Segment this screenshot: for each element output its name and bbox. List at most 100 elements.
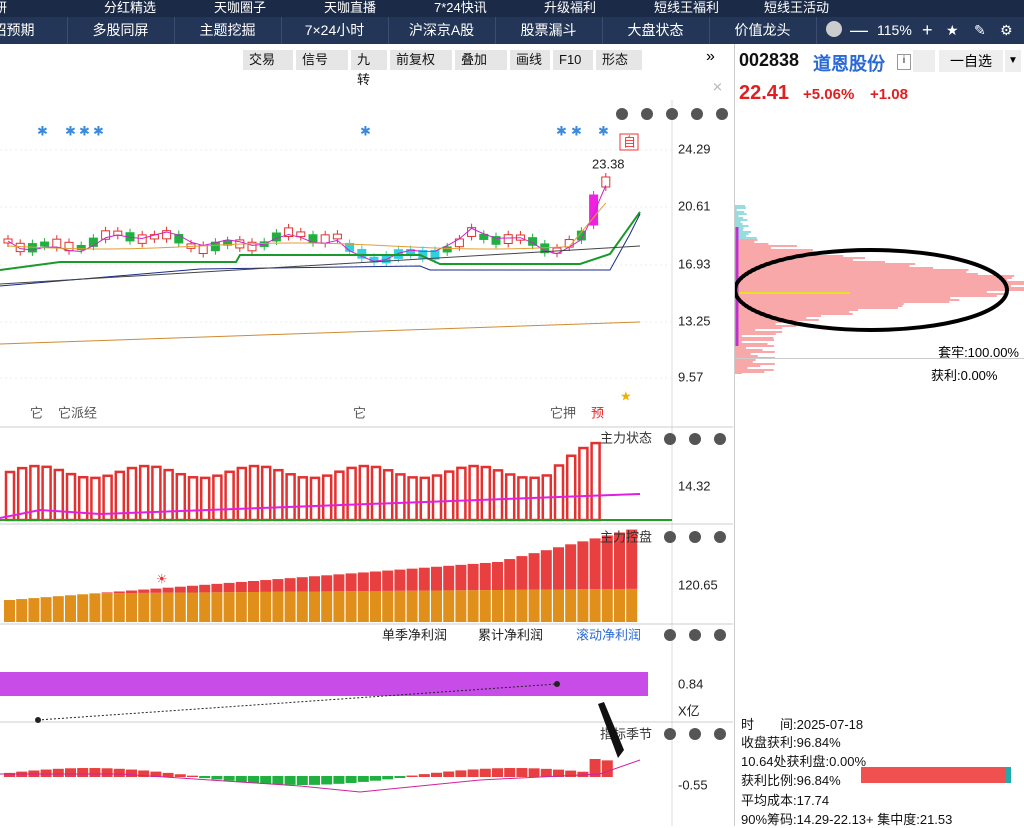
season-bar xyxy=(333,776,345,784)
edit[interactable]: ✎ xyxy=(974,22,986,38)
top-link[interactable]: 升级福利 xyxy=(544,0,597,15)
star[interactable]: ★ xyxy=(946,22,959,38)
control-bar xyxy=(260,591,272,622)
nav-item[interactable]: 多股同屏 xyxy=(67,17,175,44)
control-bar-top xyxy=(101,592,113,594)
top-link[interactable]: 研 xyxy=(0,0,8,15)
candle xyxy=(88,237,98,247)
top-link[interactable]: 短线王活动 xyxy=(764,0,830,15)
status-bar xyxy=(175,472,187,522)
toolbar-button[interactable]: 形态 xyxy=(596,50,642,70)
candle xyxy=(247,241,257,252)
alert-button[interactable] xyxy=(913,50,935,72)
control-bar xyxy=(357,591,369,622)
status-bar xyxy=(187,476,199,522)
status-bar xyxy=(407,476,418,522)
signal-star: ✱ xyxy=(65,123,76,138)
season-bar xyxy=(492,768,503,777)
control-bar xyxy=(126,593,137,622)
top-link[interactable]: 分红精选 xyxy=(104,0,157,15)
candle xyxy=(210,241,220,252)
panel-icon xyxy=(591,108,603,120)
more[interactable]: » xyxy=(706,48,715,65)
candle xyxy=(357,248,367,259)
status-bar xyxy=(456,466,467,522)
status-bar xyxy=(260,465,272,522)
toolbar-button[interactable]: 画线 xyxy=(510,50,550,70)
status-bar xyxy=(273,468,284,522)
ma-line xyxy=(0,245,641,285)
control-bar-top xyxy=(431,566,442,591)
watch-button[interactable]: 一自选 xyxy=(939,50,1003,72)
candle xyxy=(76,244,86,251)
control-bar xyxy=(504,589,516,622)
control-bar xyxy=(321,591,333,622)
status-bar xyxy=(382,469,394,522)
price-axis-label: 24.29 xyxy=(678,141,711,156)
status-bar xyxy=(53,468,65,522)
control-bar-top xyxy=(333,574,345,592)
status-bar xyxy=(443,470,455,522)
nav-bar: — 115% + ★ ✎ ⚙ 招预期多股同屏主题挖掘7×24小时沪深京A股股票漏… xyxy=(0,17,1024,44)
profit-trend xyxy=(37,683,558,721)
zoom-out[interactable]: — xyxy=(850,20,868,40)
control-bar xyxy=(479,590,491,622)
control-bar-top xyxy=(614,532,625,589)
nav-item[interactable]: 沪深京A股 xyxy=(388,17,496,44)
nav-item[interactable]: 大盘状态 xyxy=(602,17,710,44)
stock-name: 道恩股份 xyxy=(813,54,885,74)
control-bar-top xyxy=(309,576,320,592)
season-bar xyxy=(40,769,52,777)
self-tag-box xyxy=(619,133,639,151)
info-line: 90%筹码:14.29-22.13+ 集中度:21.53 xyxy=(741,812,953,827)
panel-icon xyxy=(689,531,701,543)
nav-item[interactable]: 7×24小时 xyxy=(281,17,389,44)
top-link[interactable]: 短线王福利 xyxy=(654,0,720,15)
toolbar-button[interactable]: F10 xyxy=(553,50,593,70)
settings[interactable]: ⚙ xyxy=(1000,22,1013,38)
control-bar xyxy=(370,591,381,622)
star-mark: ★ xyxy=(620,388,632,403)
status-bar xyxy=(334,470,345,522)
status-bar xyxy=(480,465,492,522)
season-bar xyxy=(248,776,259,784)
toolbar-button[interactable]: 九转 xyxy=(351,50,387,87)
nav-item[interactable]: 招预期 xyxy=(0,17,68,44)
control-bar-top xyxy=(626,529,638,589)
nav-item[interactable]: 主题挖掘 xyxy=(174,17,282,44)
nav-item[interactable]: 股票漏斗 xyxy=(495,17,603,44)
status-bar xyxy=(468,464,479,522)
control-bar xyxy=(4,600,15,622)
info-badge[interactable]: i xyxy=(897,54,911,70)
panel-icon xyxy=(689,629,701,641)
panel-icon xyxy=(691,108,703,120)
candle xyxy=(296,231,306,238)
control-bar xyxy=(162,592,174,622)
highlight-ellipse xyxy=(735,248,1009,332)
dropdown[interactable]: ▼ xyxy=(1005,50,1021,72)
season-bar xyxy=(553,769,564,777)
season-bar xyxy=(589,758,601,777)
toolbar-button[interactable]: 信号 xyxy=(296,50,348,70)
top-link[interactable]: 7*24快讯 xyxy=(434,0,487,15)
panel-icon xyxy=(664,728,676,740)
season-bar xyxy=(89,768,101,777)
season-bar xyxy=(357,776,369,782)
toolbar-button[interactable]: 前复权 xyxy=(390,50,452,70)
toolbar-button[interactable]: 叠加 xyxy=(455,50,507,70)
panel-label: 120.65 xyxy=(678,577,718,592)
top-link[interactable]: 天咖直播 xyxy=(324,0,377,15)
candle xyxy=(174,233,184,244)
info-icon[interactable] xyxy=(826,21,842,37)
control-bar-top xyxy=(174,586,186,593)
nav-item[interactable]: 价值龙头 xyxy=(709,17,817,44)
zoom-in[interactable]: + xyxy=(922,20,933,40)
control-bar xyxy=(565,589,577,622)
toolbar-button[interactable]: 交易 xyxy=(243,50,293,70)
control-bar xyxy=(614,589,625,622)
season-bar xyxy=(467,769,479,777)
signal-star: ✱ xyxy=(79,123,90,138)
top-link[interactable]: 天咖圈子 xyxy=(214,0,267,15)
season-bar xyxy=(162,772,174,777)
